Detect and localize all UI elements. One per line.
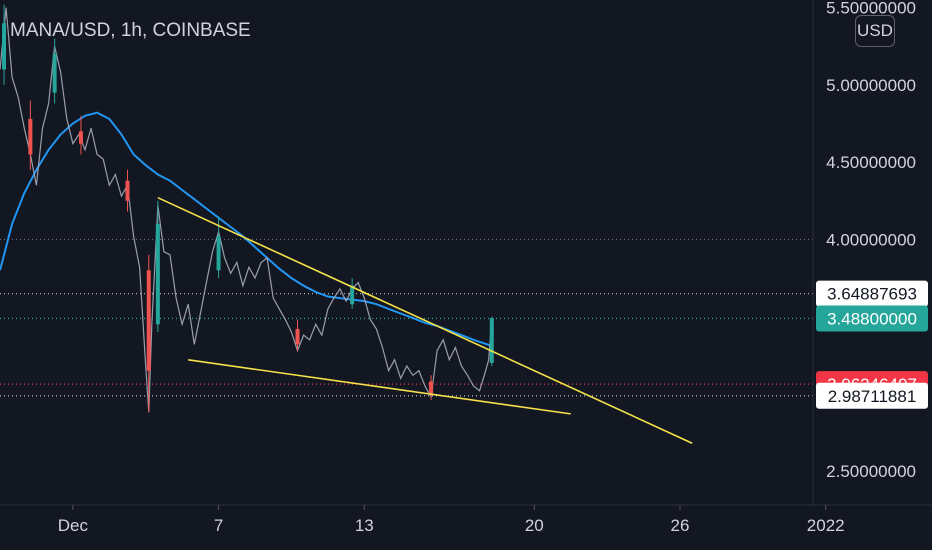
y-tick-label-1: 5.00000000	[826, 76, 916, 95]
x-tick-label-1: 7	[214, 516, 223, 535]
trendline-lower	[188, 359, 571, 415]
candle-body-10	[429, 381, 434, 394]
time-axis-panel	[0, 505, 932, 550]
candle-body-2	[52, 54, 57, 93]
price-line	[0, 7, 493, 413]
trendline-upper	[157, 196, 693, 444]
candle-body-5	[146, 270, 151, 371]
price-label-box-0	[816, 280, 928, 307]
currency-button[interactable]: USD	[855, 15, 895, 47]
candle-body-9	[350, 285, 355, 305]
price-label-box-3	[816, 382, 928, 409]
x-tick-label-3: 20	[525, 516, 544, 535]
price-axis-panel	[813, 0, 932, 550]
candle-body-11	[489, 318, 494, 363]
price-label-1: 3.48800000	[827, 309, 917, 328]
candle-body-1	[28, 118, 33, 155]
candle-body-7	[216, 236, 221, 271]
price-label-box-1	[816, 305, 928, 332]
price-label-0: 3.64887693	[827, 285, 917, 304]
price-label-3: 2.98711881	[828, 387, 917, 406]
x-tick-label-5: 2022	[807, 516, 845, 535]
x-tick-label-0: Dec	[58, 516, 89, 535]
candle-body-4	[125, 180, 130, 201]
y-tick-label-4: 2.50000000	[826, 462, 916, 481]
symbol-title: MANA/USD, 1h, COINBASE	[10, 20, 251, 41]
candle-body-6	[155, 223, 160, 325]
candle-body-8	[295, 328, 300, 345]
y-tick-label-0: 5.50000000	[826, 0, 916, 18]
x-tick-label-4: 26	[671, 516, 690, 535]
candle-body-3	[78, 131, 83, 144]
candle-body-0	[2, 23, 7, 70]
y-tick-label-2: 4.50000000	[826, 153, 916, 172]
y-tick-label-3: 4.00000000	[826, 230, 916, 249]
x-tick-label-2: 13	[355, 516, 374, 535]
